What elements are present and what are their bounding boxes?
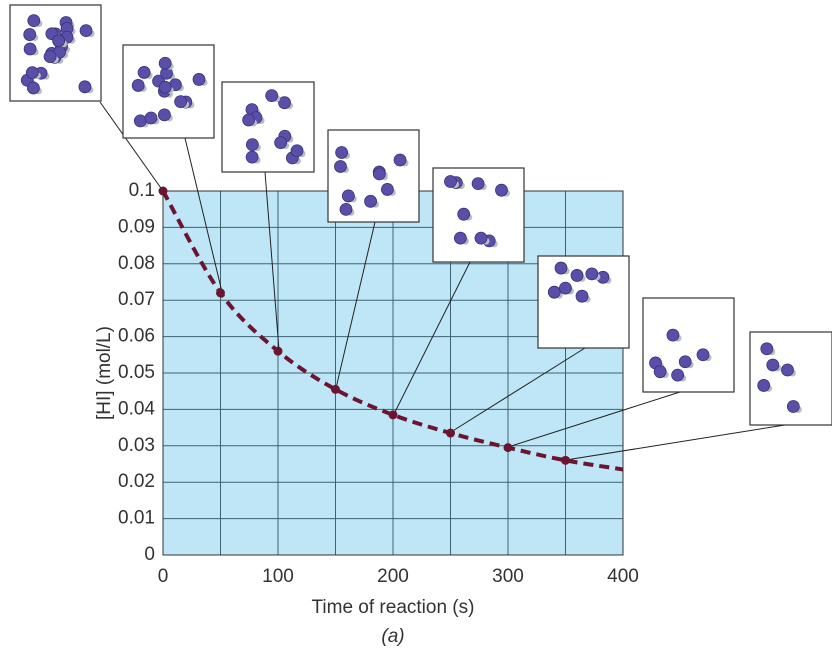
- molecule-i: [137, 66, 151, 79]
- molecule-i: [474, 231, 488, 245]
- molecule-i: [23, 28, 37, 41]
- molecule-i: [265, 89, 279, 102]
- molecule-i: [554, 261, 568, 275]
- molecule-i: [174, 95, 188, 109]
- data-point: [216, 288, 225, 298]
- molecule-i: [133, 114, 147, 128]
- data-point: [388, 410, 398, 420]
- molecule-box: [642, 297, 735, 393]
- y-tick-label: 0.08: [118, 253, 155, 274]
- leader-line: [393, 261, 471, 415]
- molecule-i: [671, 368, 685, 382]
- molecule-i: [290, 144, 304, 158]
- molecule-i: [52, 34, 66, 48]
- molecule-i: [559, 281, 572, 295]
- molecule-i: [575, 289, 589, 303]
- y-axis-label: [HI] (mol/L): [94, 326, 115, 420]
- x-axis-label: Time of reaction (s): [312, 597, 475, 618]
- y-tick-label: 0: [144, 544, 155, 565]
- leader-line: [507, 391, 681, 448]
- molecule-i: [364, 194, 377, 208]
- molecule-i: [341, 189, 355, 203]
- molecule-i: [372, 167, 386, 181]
- y-tick-label: 0.07: [118, 289, 155, 310]
- molecule-i: [696, 348, 710, 362]
- molecule-i: [766, 358, 780, 372]
- data-point: [561, 455, 570, 465]
- x-tick-label: 0: [158, 566, 169, 587]
- molecule-i: [334, 160, 347, 173]
- leader-line: [565, 424, 786, 461]
- molecule-i: [585, 267, 599, 281]
- data-point: [331, 384, 340, 394]
- y-tick-label: 0.02: [118, 471, 155, 492]
- molecule-i: [760, 342, 774, 356]
- molecule-i: [27, 81, 40, 95]
- molecule-i: [457, 207, 471, 221]
- molecule-i: [278, 96, 291, 110]
- molecule-i: [245, 138, 259, 151]
- molecule-i: [547, 285, 561, 299]
- caption: (a): [381, 626, 404, 647]
- molecule-i: [158, 80, 172, 94]
- molecule-i: [781, 363, 794, 377]
- molecule-i: [23, 42, 37, 56]
- molecule-i: [678, 355, 692, 369]
- leader-line: [450, 347, 586, 433]
- molecule-i: [158, 108, 171, 122]
- leader-line: [264, 171, 280, 351]
- plot-area: [162, 190, 624, 556]
- y-tick-label: 0.03: [118, 435, 155, 456]
- molecule-boxes: [9, 4, 832, 461]
- y-tick-label: 0.04: [118, 398, 155, 419]
- molecule-i: [144, 111, 158, 125]
- molecule-i: [393, 153, 407, 167]
- y-tick-label: 0.06: [118, 326, 155, 347]
- y-tick-label: 0.05: [118, 362, 155, 383]
- molecule-i: [245, 150, 259, 164]
- molecule-i: [158, 56, 172, 70]
- molecule-i: [757, 379, 771, 392]
- y-tick-label: 0.09: [118, 216, 155, 237]
- molecule-i: [131, 79, 145, 92]
- x-tick-label: 200: [377, 566, 409, 587]
- molecule-i: [653, 365, 667, 379]
- data-point: [273, 346, 283, 356]
- molecule-i: [453, 231, 467, 245]
- molecule-i: [25, 66, 39, 80]
- molecule-i: [242, 113, 256, 127]
- x-tick-label: 400: [607, 566, 639, 587]
- molecule-i: [27, 14, 41, 28]
- molecule-i: [335, 146, 349, 159]
- molecule-i: [666, 328, 680, 342]
- molecule-i: [786, 400, 800, 413]
- molecule-i: [495, 183, 508, 197]
- molecule-i: [471, 177, 485, 191]
- molecule-i: [380, 183, 394, 196]
- molecule-i: [43, 50, 57, 64]
- data-point: [446, 428, 455, 438]
- x-tick-label: 100: [262, 566, 294, 587]
- molecule-i: [192, 73, 206, 86]
- y-tick-label: 0.1: [129, 180, 155, 201]
- molecule-i: [78, 80, 92, 94]
- molecule-i: [274, 136, 288, 150]
- data-point: [158, 186, 168, 196]
- molecule-i: [79, 24, 93, 38]
- y-tick-label: 0.01: [118, 508, 155, 529]
- molecule-i: [570, 269, 584, 282]
- leader-line: [335, 221, 376, 389]
- leader-line: [184, 137, 223, 293]
- molecule-i: [444, 175, 457, 188]
- molecule-i: [339, 202, 353, 216]
- x-tick-label: 300: [492, 566, 524, 587]
- leader-line: [99, 101, 164, 192]
- data-point: [503, 443, 513, 453]
